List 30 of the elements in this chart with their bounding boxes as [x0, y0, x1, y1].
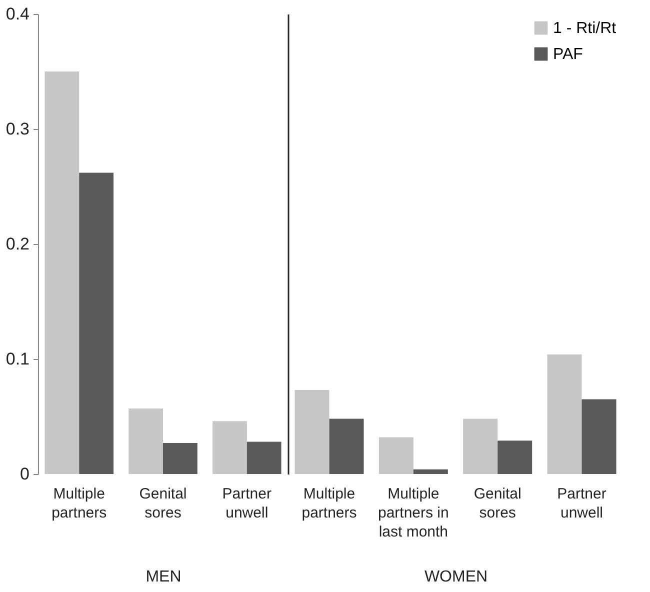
bar	[582, 399, 616, 474]
x-tick-label: Multiple partners	[302, 486, 357, 522]
bar	[212, 421, 247, 474]
bar	[44, 72, 80, 474]
bar	[246, 442, 282, 474]
bar	[547, 354, 582, 474]
y-tick-label: 0	[20, 464, 30, 484]
x-tick-label: Partner unwell	[222, 486, 272, 522]
x-axis-title: MEN	[146, 568, 182, 586]
bar	[128, 408, 163, 474]
bar	[498, 440, 532, 474]
bar	[294, 390, 330, 474]
x-tick-label: Genital sores	[474, 486, 522, 522]
legend-label: PAF	[553, 46, 584, 63]
x-tick-label: Multiple partners in last month	[378, 486, 449, 540]
y-tick-label: 0.1	[6, 350, 30, 368]
bar	[413, 469, 448, 474]
bar	[329, 418, 364, 474]
legend-label: 1 - Rti/Rt	[553, 20, 617, 37]
x-tick-label: Genital sores	[139, 486, 187, 522]
y-tick-label: 0.2	[6, 234, 30, 254]
y-tick-label: 0.4	[6, 4, 30, 24]
x-tick-label: Partner unwell	[557, 486, 606, 522]
x-tick-label: Multiple partners	[52, 486, 107, 522]
y-tick-label: 0.3	[6, 120, 30, 138]
bar	[378, 437, 414, 474]
bar	[79, 172, 114, 474]
bar	[463, 418, 498, 474]
bar	[163, 442, 198, 474]
x-axis-title: WOMEN	[424, 568, 488, 586]
